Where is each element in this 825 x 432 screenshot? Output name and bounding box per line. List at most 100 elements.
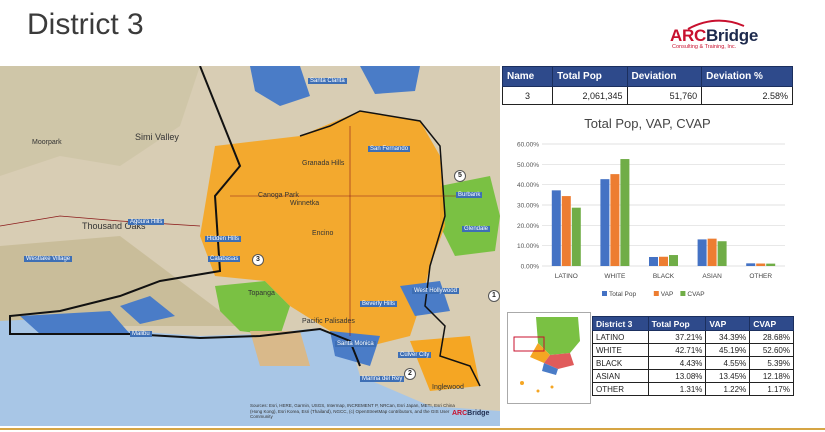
ocean-area <box>0 318 500 426</box>
map-watermark: ARCBridge <box>452 410 489 417</box>
label-winnetka: Winnetka <box>290 200 320 207</box>
district-header: District 3 <box>592 316 649 331</box>
chart-legend-swatch <box>602 291 607 296</box>
race-chart: Total Pop, VAP, CVAP 0.00% 10.00% 20.00% 30… <box>502 112 793 302</box>
chart-legend-label: Total Pop <box>609 291 636 298</box>
district-marker-5[interactable]: 5 <box>454 170 466 182</box>
district-header: CVAP <box>749 316 794 331</box>
label-west-hollywood: West Hollywood <box>412 288 459 294</box>
chart-bar <box>707 238 717 266</box>
logo-arc: ARC <box>670 26 706 45</box>
chart-y-tick-label: 50.00% <box>517 162 539 169</box>
label-inglewood: Inglewood <box>432 384 464 391</box>
label-burbank: Burbank <box>456 192 483 198</box>
label-glendale: Glendale <box>462 226 491 232</box>
chart-bar <box>717 241 727 266</box>
summary-cell: 51,760 <box>626 86 703 105</box>
label-simi-valley: Simi Valley <box>135 132 179 142</box>
chart-title: Total Pop, VAP, CVAP <box>584 116 711 131</box>
label-moorpark: Moorpark <box>32 139 62 146</box>
logo-wordmark: ARCBridge <box>670 26 758 46</box>
summary-cell: 3 <box>501 86 554 105</box>
label-san-fernando: San Fernando <box>368 146 411 152</box>
district-boundary <box>9 66 361 367</box>
chart-bar <box>551 190 561 266</box>
chart-legend-label: CVAP <box>687 291 704 298</box>
label-culver-city: Culver City <box>398 352 432 358</box>
summary-header: Name <box>501 66 554 87</box>
district-marker-2[interactable]: 2 <box>404 368 416 380</box>
map-watermark-arc: ARC <box>452 410 468 417</box>
district-cell: 4.55% <box>705 356 751 370</box>
slide-title: District 3 <box>27 8 144 41</box>
district-cell: 13.08% <box>647 369 707 383</box>
chart-legend-swatch <box>653 291 659 296</box>
map-attribution: Sources: Esri, HERE, Garmin, USGS, Inter… <box>250 403 455 419</box>
arcbridge-logo: ARCBridge Consulting & Training, Inc. <box>666 18 766 52</box>
chart-x-tick-label: BLACK <box>653 273 675 280</box>
label-pacific-palisades: Pacific Palisades <box>302 318 355 325</box>
label-canoga-park: Canoga Park <box>258 192 299 199</box>
chart-legend-label: VAP <box>661 291 674 298</box>
district-cell: 13.45% <box>705 369 751 383</box>
chart-bar <box>669 255 678 266</box>
chart-x-tick-label: WHITE <box>604 273 626 280</box>
summary-cell: 2.58% <box>701 86 793 105</box>
label-calabasas: Calabasas <box>208 256 241 262</box>
district-table: District 3 Total Pop VAP CVAP LATINO 37.… <box>592 316 794 396</box>
logo-bridge: Bridge <box>705 26 758 45</box>
logo-swoosh-icon <box>687 19 745 30</box>
chart-bar <box>600 179 610 266</box>
district-cell: 5.39% <box>749 356 794 370</box>
chart-svg: 0.00% 10.00% 20.00% 30.00% 40.00% 50.00% 60.00… <box>517 142 785 298</box>
summary-header: Deviation % <box>701 66 793 87</box>
label-santa-clarita: Santa Clarita <box>308 78 347 84</box>
district-row: LATINO 37.21% 34.39% 28.68% <box>592 330 794 344</box>
chart-bar <box>766 263 776 266</box>
chart-y-tick-label: 0.00% <box>521 264 540 271</box>
chart-bar <box>649 256 658 266</box>
chart-bar <box>610 174 620 266</box>
summary-header: Total Pop <box>552 66 628 87</box>
district-cell: WHITE <box>592 343 649 357</box>
green-region <box>215 281 290 336</box>
district-row: OTHER 1.31% 1.22% 1.17% <box>592 382 794 396</box>
label-westlake-village: Westlake Village <box>24 256 73 262</box>
label-topanga: Topanga <box>248 290 275 297</box>
inset-locator-map <box>507 312 591 404</box>
district-header: VAP <box>705 316 751 331</box>
chart-y-tick-label: 20.00% <box>517 223 539 230</box>
district-cell: 52.60% <box>749 343 794 357</box>
chart-bar <box>756 263 766 266</box>
district-cell: 28.68% <box>749 330 794 344</box>
district-row: BLACK 4.43% 4.55% 5.39% <box>592 356 794 370</box>
district-marker-3[interactable]: 3 <box>252 254 264 266</box>
chart-bar <box>697 239 707 266</box>
label-granada-hills: Granada Hills <box>302 160 345 167</box>
label-agoura-hills: Agoura Hills <box>128 219 165 225</box>
inset-map-svg <box>513 317 580 393</box>
label-hidden-hills: Hidden Hills <box>205 236 242 242</box>
map-canvas[interactable] <box>0 66 500 426</box>
district-marker-1[interactable]: 1 <box>488 290 500 302</box>
chart-y-tick-label: 40.00% <box>517 182 539 189</box>
district-cell: 1.17% <box>749 382 794 396</box>
logo-subtitle: Consulting & Training, Inc. <box>672 44 737 50</box>
summary-cell: 2,061,345 <box>552 86 628 105</box>
district-map[interactable]: Simi Valley Moorpark Thousand Oaks Hidde… <box>0 66 500 426</box>
summary-header: Deviation <box>626 66 703 87</box>
chart-bar <box>659 256 668 266</box>
district-cell: 42.71% <box>647 343 707 357</box>
district-cell: 1.22% <box>705 382 751 396</box>
chart-bar <box>561 196 571 266</box>
label-malibu: Malibu <box>130 331 152 337</box>
label-marina-del-rey: Marina del Rey <box>360 376 405 382</box>
district-3-region <box>200 111 445 346</box>
district-cell: 45.19% <box>705 343 751 357</box>
label-encino: Encino <box>312 230 334 237</box>
chart-x-tick-label: ASIAN <box>702 273 722 280</box>
bottom-accent-line <box>0 428 825 430</box>
district-cell: 34.39% <box>705 330 751 344</box>
chart-legend-swatch <box>680 291 686 296</box>
district-row: WHITE 42.71% 45.19% 52.60% <box>592 343 794 357</box>
